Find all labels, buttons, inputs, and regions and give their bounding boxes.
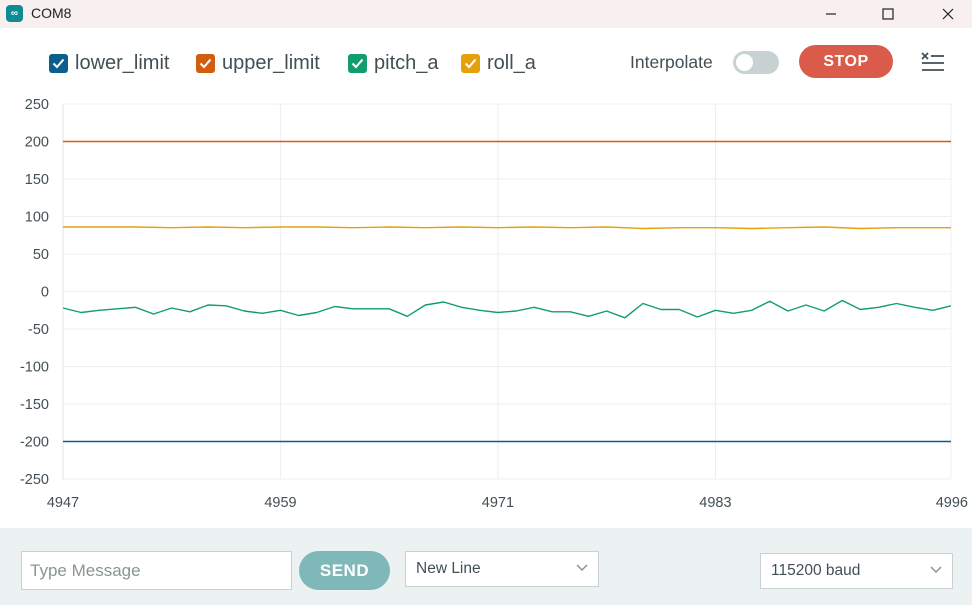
- check-icon: [351, 58, 364, 68]
- close-button[interactable]: [925, 0, 971, 28]
- y-tick-label: 150: [25, 172, 49, 188]
- baud-rate-select[interactable]: 115200 baud: [760, 553, 953, 589]
- checkbox-upper-limit[interactable]: [196, 53, 215, 73]
- y-tick-label: 200: [25, 135, 49, 151]
- maximize-icon: [882, 8, 894, 20]
- series-line-roll-a: [63, 226, 951, 230]
- check-icon: [464, 58, 477, 68]
- y-tick-label: 250: [25, 97, 49, 113]
- bottom-bar: SEND New Line 115200 baud: [0, 528, 972, 605]
- toggle-knob: [736, 54, 753, 71]
- x-tick-label: 4959: [264, 495, 296, 511]
- chevron-down-icon: [930, 566, 942, 574]
- baud-rate-value: 115200 baud: [771, 562, 861, 579]
- x-tick-label: 4971: [482, 495, 514, 511]
- line-ending-select[interactable]: New Line: [405, 551, 599, 587]
- check-icon: [199, 58, 212, 68]
- line-ending-value: New Line: [416, 560, 481, 577]
- legend-label: upper_limit: [222, 51, 320, 74]
- chevron-down-icon: [576, 564, 588, 572]
- infinity-icon: ∞: [6, 5, 23, 22]
- clear-button[interactable]: [919, 50, 947, 76]
- y-tick-label: -50: [28, 322, 49, 338]
- x-tick-label: 4947: [47, 495, 79, 511]
- maximize-button[interactable]: [865, 0, 911, 28]
- checkbox-lower-limit[interactable]: [49, 53, 68, 73]
- message-input[interactable]: [21, 551, 292, 590]
- minimize-button[interactable]: [808, 0, 854, 28]
- send-button[interactable]: SEND: [299, 551, 390, 590]
- y-tick-label: -250: [20, 472, 49, 488]
- legend-item-roll-a[interactable]: roll_a: [461, 51, 536, 75]
- legend-label: pitch_a: [374, 51, 439, 74]
- x-tick-label: 4996: [936, 495, 968, 511]
- legend-label: roll_a: [487, 51, 536, 74]
- window-title: COM8: [31, 5, 72, 21]
- y-tick-label: 100: [25, 210, 49, 226]
- close-icon: [942, 8, 954, 20]
- legend-item-lower-limit[interactable]: lower_limit: [49, 51, 169, 75]
- legend-label: lower_limit: [75, 51, 170, 74]
- checkbox-pitch-a[interactable]: [348, 53, 367, 73]
- interpolate-label: Interpolate: [630, 52, 713, 72]
- series-line-pitch-a: [62, 299, 952, 319]
- legend-item-upper-limit[interactable]: upper_limit: [196, 51, 320, 75]
- y-tick-label: -100: [20, 360, 49, 376]
- interpolate-toggle[interactable]: [733, 51, 779, 74]
- clear-list-icon: [921, 52, 944, 71]
- title-bar: ∞ COM8: [0, 0, 972, 28]
- legend-item-pitch-a[interactable]: pitch_a: [348, 51, 439, 75]
- x-tick-label: 4983: [699, 495, 731, 511]
- check-icon: [52, 58, 65, 68]
- minimize-icon: [826, 13, 836, 15]
- checkbox-roll-a[interactable]: [461, 53, 480, 73]
- y-tick-label: 0: [41, 285, 49, 301]
- y-tick-label: 50: [33, 247, 49, 263]
- y-tick-label: -150: [20, 397, 49, 413]
- plotter-chart: 250 200 150 100 50 0 -50 -100 -150 -200 -250 4947 49…: [20, 97, 968, 511]
- legend-bar: lower_limit upper_limit pitch_a roll_a I…: [0, 28, 972, 98]
- stop-button[interactable]: STOP: [799, 45, 893, 78]
- y-tick-label: -200: [20, 435, 49, 451]
